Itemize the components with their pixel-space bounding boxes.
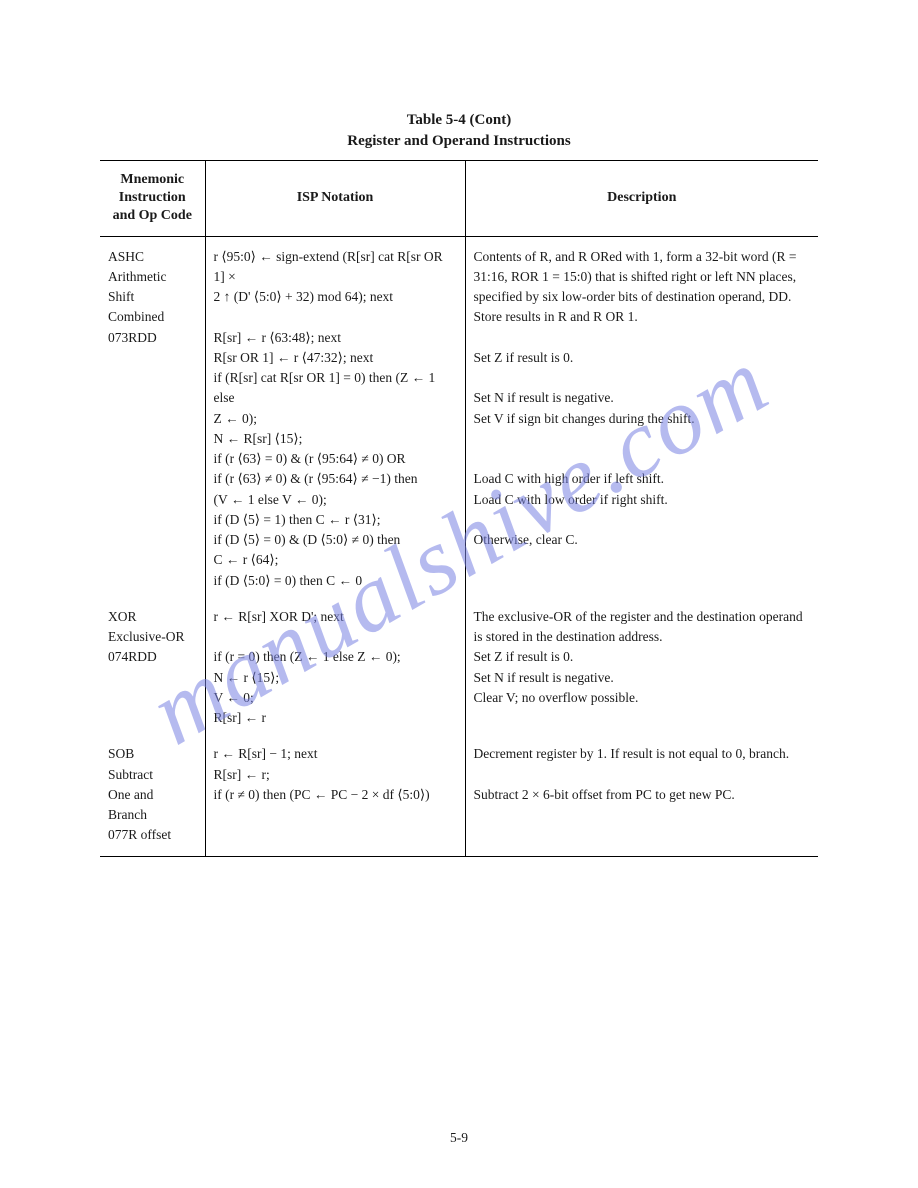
table-row: ASHCArithmeticShiftCombined073RDDr ⟨95:0…: [100, 236, 818, 597]
isp-line: N ← r ⟨15⟩;: [214, 668, 457, 688]
description-line: Set V if sign bit changes during the shi…: [474, 409, 811, 429]
mnemonic-line: Branch: [108, 805, 197, 825]
isp-line: if (D ⟨5:0⟩ = 0) then C ← 0: [214, 571, 457, 591]
description-cell: Contents of R, and R ORed with 1, form a…: [465, 236, 818, 597]
isp-line: if (r ≠ 0) then (PC ← PC − 2 × df ⟨5:0⟩): [214, 785, 457, 805]
isp-line: R[sr] ← r: [214, 708, 457, 728]
isp-line: Z ← 0);: [214, 409, 457, 429]
table-title-block: Table 5-4 (Cont) Register and Operand In…: [100, 110, 818, 152]
description-cell: Decrement register by 1. If result is no…: [465, 734, 818, 856]
isp-line: r ← R[sr] XOR D'; next: [214, 607, 457, 627]
isp-line: if (r = 0) then (Z ← 1 else Z ← 0);: [214, 647, 457, 667]
table-body: ASHCArithmeticShiftCombined073RDDr ⟨95:0…: [100, 236, 818, 856]
description-line: Set N if result is negative.: [474, 668, 811, 688]
description-line: Set Z if result is 0.: [474, 348, 811, 368]
isp-line: R[sr] ← r;: [214, 765, 457, 785]
isp-line: if (r ⟨63⟩ ≠ 0) & (r ⟨95:64⟩ ≠ −1) then: [214, 469, 457, 489]
description-line: is stored in the destination address.: [474, 627, 811, 647]
page-number: 5-9: [0, 1130, 918, 1146]
isp-cell: r ⟨95:0⟩ ← sign-extend (R[sr] cat R[sr O…: [205, 236, 465, 597]
description-line: Load C with low order if right shift.: [474, 490, 811, 510]
mnemonic-cell: XORExclusive-OR074RDD: [100, 597, 205, 735]
description-line: specified by six low-order bits of desti…: [474, 287, 811, 307]
isp-line: R[sr] ← r ⟨63:48⟩; next: [214, 328, 457, 348]
header-row: Mnemonic Instruction and Op Code ISP Not…: [100, 161, 818, 237]
isp-cell: r ← R[sr] − 1; nextR[sr] ← r;if (r ≠ 0) …: [205, 734, 465, 856]
mnemonic-cell: SOBSubtractOne andBranch077R offset: [100, 734, 205, 856]
table-row: SOBSubtractOne andBranch077R offsetr ← R…: [100, 734, 818, 856]
description-line: Load C with high order if left shift.: [474, 469, 811, 489]
description-line: Subtract 2 × 6-bit offset from PC to get…: [474, 785, 811, 805]
isp-line: V ← 0;: [214, 688, 457, 708]
description-line: Decrement register by 1. If result is no…: [474, 744, 811, 764]
table-number: Table 5-4 (Cont): [100, 110, 818, 131]
mnemonic-line: Subtract: [108, 765, 197, 785]
isp-line: C ← r ⟨64⟩;: [214, 550, 457, 570]
description-line: [474, 328, 811, 348]
isp-line: R[sr OR 1] ← r ⟨47:32⟩; next: [214, 348, 457, 368]
mnemonic-line: Arithmetic: [108, 267, 197, 287]
mnemonic-line: Shift: [108, 287, 197, 307]
mnemonic-line: 074RDD: [108, 647, 197, 667]
description-line: [474, 449, 811, 469]
isp-line: if (D ⟨5⟩ = 1) then C ← r ⟨31⟩;: [214, 510, 457, 530]
description-cell: The exclusive-OR of the register and the…: [465, 597, 818, 735]
isp-line: if (D ⟨5⟩ = 0) & (D ⟨5:0⟩ ≠ 0) then: [214, 530, 457, 550]
description-line: [474, 368, 811, 388]
isp-line: if (r ⟨63⟩ = 0) & (r ⟨95:64⟩ ≠ 0) OR: [214, 449, 457, 469]
description-line: Set Z if result is 0.: [474, 647, 811, 667]
description-line: [474, 429, 811, 449]
mnemonic-cell: ASHCArithmeticShiftCombined073RDD: [100, 236, 205, 597]
mnemonic-line: XOR: [108, 607, 197, 627]
header-isp: ISP Notation: [205, 161, 465, 237]
isp-line: (V ← 1 else V ← 0);: [214, 490, 457, 510]
isp-line: 2 ↑ (D' ⟨5:0⟩ + 32) mod 64); next: [214, 287, 457, 307]
instruction-table: Mnemonic Instruction and Op Code ISP Not…: [100, 160, 818, 857]
mnemonic-line: ASHC: [108, 247, 197, 267]
isp-line: N ← R[sr] ⟨15⟩;: [214, 429, 457, 449]
table-caption: Register and Operand Instructions: [100, 131, 818, 152]
isp-line: r ⟨95:0⟩ ← sign-extend (R[sr] cat R[sr O…: [214, 247, 457, 288]
description-line: Clear V; no overflow possible.: [474, 688, 811, 708]
mnemonic-line: 077R offset: [108, 825, 197, 845]
isp-cell: r ← R[sr] XOR D'; next if (r = 0) then (…: [205, 597, 465, 735]
description-line: Store results in R and R OR 1.: [474, 307, 811, 327]
header-description: Description: [465, 161, 818, 237]
description-line: Otherwise, clear C.: [474, 530, 811, 550]
isp-line: [214, 307, 457, 327]
mnemonic-line: Exclusive-OR: [108, 627, 197, 647]
isp-line: [214, 627, 457, 647]
description-line: [474, 510, 811, 530]
description-line: Set N if result is negative.: [474, 388, 811, 408]
isp-line: r ← R[sr] − 1; next: [214, 744, 457, 764]
table-row: XORExclusive-OR074RDDr ← R[sr] XOR D'; n…: [100, 597, 818, 735]
description-line: The exclusive-OR of the register and the…: [474, 607, 811, 627]
header-mnemonic: Mnemonic Instruction and Op Code: [100, 161, 205, 237]
description-line: 31:16, ROR 1 = 15:0) that is shifted rig…: [474, 267, 811, 287]
isp-line: if (R[sr] cat R[sr OR 1] = 0) then (Z ← …: [214, 368, 457, 409]
mnemonic-line: Combined: [108, 307, 197, 327]
mnemonic-line: SOB: [108, 744, 197, 764]
mnemonic-line: One and: [108, 785, 197, 805]
description-line: [474, 765, 811, 785]
mnemonic-line: 073RDD: [108, 328, 197, 348]
description-line: Contents of R, and R ORed with 1, form a…: [474, 247, 811, 267]
